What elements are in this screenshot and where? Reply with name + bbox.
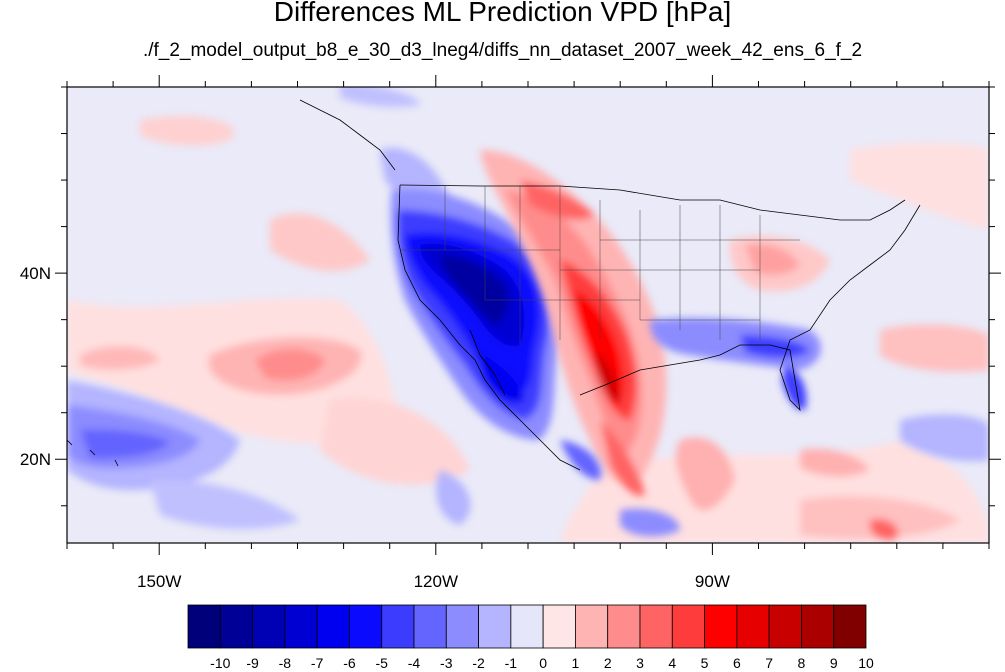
colorbar-swatch — [671, 604, 705, 649]
colorbar-swatch — [833, 604, 867, 649]
colorbar-label: -9 — [246, 655, 259, 671]
colorbar-label: -1 — [505, 655, 518, 671]
lon-tick-label: 90W — [695, 572, 730, 591]
colorbar-swatch — [478, 604, 512, 649]
lon-tick-label: 150W — [137, 572, 181, 591]
colorbar-label: 4 — [668, 655, 676, 671]
axis-tick-labels: 150W 120W 90W 40N 20N — [20, 264, 730, 591]
lon-tick-label: 120W — [414, 572, 458, 591]
colorbar-swatch — [801, 604, 835, 649]
colorbar-swatch — [736, 604, 770, 649]
colorbar-label: -5 — [375, 655, 388, 671]
axis-ticks — [55, 75, 1001, 555]
colorbar-label: -4 — [408, 655, 421, 671]
colorbar-label: -7 — [311, 655, 324, 671]
colorbar-swatch — [413, 604, 447, 649]
colorbar-swatch — [252, 604, 286, 649]
pacific-positive-patches — [67, 116, 989, 543]
colorbar-swatch — [381, 604, 415, 649]
coastlines — [67, 99, 921, 471]
colorbar-label: 3 — [636, 655, 644, 671]
lat-tick-label: 20N — [20, 450, 51, 469]
colorbar-label: -10 — [210, 655, 230, 671]
state-boundaries — [400, 186, 800, 345]
colorbar-swatch — [768, 604, 802, 649]
colorbar-label: 1 — [572, 655, 580, 671]
colorbar-label: -8 — [279, 655, 292, 671]
colorbar-swatch — [575, 604, 609, 649]
pacific-negative-patches — [67, 87, 989, 537]
anomaly-field — [67, 87, 989, 543]
colorbar-label: -2 — [472, 655, 485, 671]
lat-tick-label: 40N — [20, 264, 51, 283]
western-us-negative — [390, 189, 564, 440]
colorbar-swatch — [316, 604, 350, 649]
map-subtitle: ./f_2_model_output_b8_e_30_d3_lneg4/diff… — [142, 40, 863, 61]
colorbar-swatch — [284, 604, 318, 649]
colorbar-label: 8 — [798, 655, 806, 671]
colorbar-label: 2 — [604, 655, 612, 671]
colorbar-label: 7 — [765, 655, 773, 671]
colorbar-label: 9 — [830, 655, 838, 671]
map-title: Differences ML Prediction VPD [hPa] — [273, 0, 732, 27]
colorbar-label: 6 — [733, 655, 741, 671]
colorbar-swatch — [510, 604, 544, 649]
colorbar-swatch — [542, 604, 576, 649]
colorbar-swatch — [607, 604, 641, 649]
colorbar-swatch — [639, 604, 673, 649]
colorbar-label: 10 — [858, 655, 874, 671]
colorbar-swatch — [445, 604, 479, 649]
colorbar-label: -6 — [343, 655, 356, 671]
colorbar-label: 0 — [539, 655, 547, 671]
colorbar-swatch — [349, 604, 383, 649]
colorbar: -10 -9 -8 -7 -6 -5 -4 -3 -2 -1 0 1 2 3 4 5 6 7 8 9 10 — [187, 604, 874, 671]
colorbar-swatch — [704, 604, 738, 649]
colorbar-swatch — [187, 604, 221, 649]
colorbar-label: 5 — [701, 655, 709, 671]
colorbar-swatch — [219, 604, 253, 649]
colorbar-label: -3 — [440, 655, 453, 671]
